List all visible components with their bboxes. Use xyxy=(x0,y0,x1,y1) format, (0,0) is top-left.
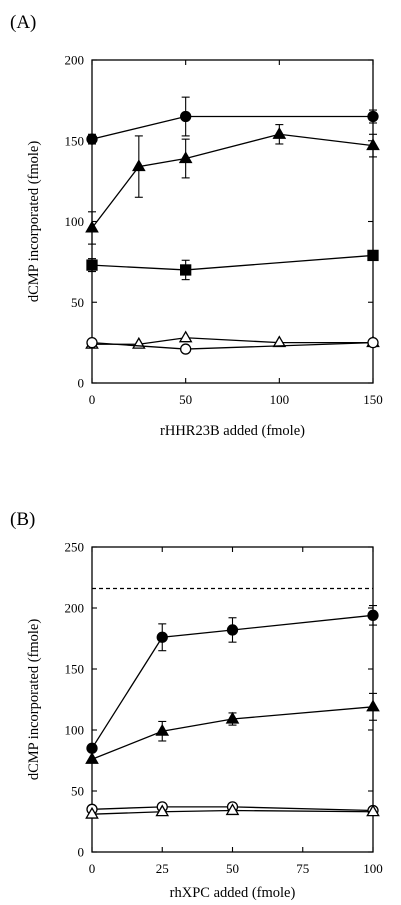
marker-point xyxy=(367,249,379,262)
marker-point xyxy=(367,609,379,621)
y-tick-label: 200 xyxy=(65,53,85,68)
series-filled-circle xyxy=(86,605,379,754)
x-tick-label: 50 xyxy=(179,392,192,407)
marker-point xyxy=(225,711,240,724)
marker-point xyxy=(85,751,99,764)
x-tick-label: 0 xyxy=(89,861,96,876)
x-tick-label: 100 xyxy=(363,861,383,876)
x-tick-label: 0 xyxy=(89,392,96,407)
series-open-circle xyxy=(86,336,379,355)
series-filled-triangle xyxy=(85,124,380,245)
series-filled-circle xyxy=(86,96,379,145)
marker-point xyxy=(178,330,193,343)
y-axis-title: dCMP incorporated (fmole) xyxy=(26,141,42,303)
marker-point xyxy=(155,804,170,817)
x-axis-title: rHHR23B added (fmole) xyxy=(160,423,305,439)
marker-point xyxy=(226,624,239,636)
marker-point xyxy=(272,126,287,139)
y-tick-label: 100 xyxy=(65,723,85,738)
y-axis-title: dCMP incorporated (fmole) xyxy=(26,619,42,781)
panel-a: (A) 0 50 100 150 0 50 100 150 200 rHHR23B added (f… xyxy=(10,12,383,439)
y-tick-label: 250 xyxy=(65,540,85,555)
panel-b: (B) 0 25 50 75 100 0 50 100 150 200 250 rhXPC added … xyxy=(10,509,383,901)
marker-point xyxy=(180,264,192,276)
marker-point xyxy=(86,742,98,754)
y-tick-label: 0 xyxy=(78,376,85,391)
panel-label: (B) xyxy=(10,509,35,530)
x-tick-label: 100 xyxy=(270,392,290,407)
x-tick-label: 25 xyxy=(156,861,169,876)
series-line xyxy=(91,115,373,140)
y-tick-label: 50 xyxy=(71,784,84,799)
series-line xyxy=(91,809,374,815)
marker-point xyxy=(85,806,99,819)
x-tick-label: 75 xyxy=(296,861,309,876)
marker-point xyxy=(132,159,146,172)
series-line xyxy=(91,614,374,749)
marker-point xyxy=(366,138,380,151)
series-line xyxy=(91,254,374,271)
series-line xyxy=(91,806,374,812)
series-line xyxy=(91,706,374,760)
marker-point xyxy=(155,723,170,736)
y-tick-label: 200 xyxy=(65,601,85,616)
y-tick-label: 150 xyxy=(65,662,85,677)
y-tick-label: 0 xyxy=(78,845,85,860)
marker-point xyxy=(180,110,192,123)
marker-point xyxy=(272,335,287,348)
marker-point xyxy=(85,220,99,233)
series-line xyxy=(91,133,374,229)
marker-point xyxy=(178,151,193,164)
panel-label: (A) xyxy=(10,12,36,33)
y-tick-label: 150 xyxy=(65,133,85,148)
marker-point xyxy=(367,336,379,349)
marker-point xyxy=(86,259,98,271)
marker-point xyxy=(366,804,380,817)
marker-point xyxy=(156,631,168,643)
x-axis-title: rhXPC added (fmole) xyxy=(170,885,296,901)
marker-point xyxy=(367,110,379,123)
marker-point xyxy=(86,336,98,349)
series-filled-square xyxy=(86,249,379,281)
marker-point xyxy=(225,803,240,816)
series-line xyxy=(92,337,373,345)
series-filled-triangle xyxy=(85,692,380,764)
marker-point xyxy=(86,133,98,145)
x-tick-label: 150 xyxy=(363,392,383,407)
y-tick-label: 50 xyxy=(71,295,84,310)
x-tick-label: 50 xyxy=(226,861,239,876)
plot-frame xyxy=(91,59,374,384)
marker-point xyxy=(366,699,380,712)
marker-point xyxy=(180,343,192,355)
series-open-triangle xyxy=(85,803,380,819)
y-tick-label: 100 xyxy=(65,214,85,229)
